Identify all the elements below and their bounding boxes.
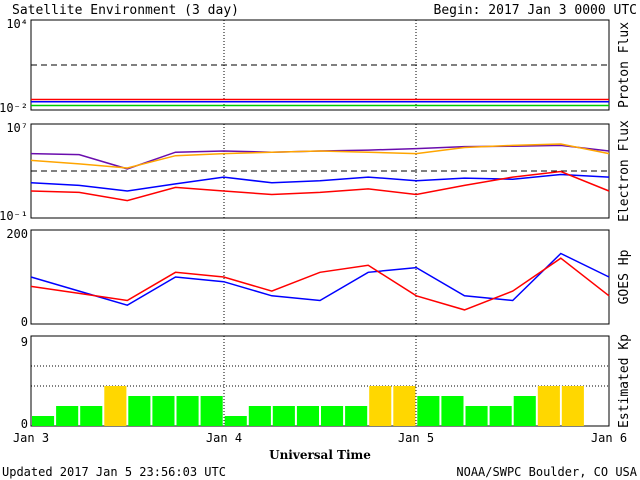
electron-ytick-bottom: 10⁻¹ <box>0 209 28 223</box>
goes-ytick-top: 200 <box>6 227 28 241</box>
updated-timestamp: Updated 2017 Jan 5 23:56:03 UTC <box>2 465 226 479</box>
kp-panel-frame <box>30 335 610 427</box>
goes_hp-series-line-1 <box>30 257 610 311</box>
kp-bar-5 <box>152 396 175 426</box>
kp-bar-15 <box>393 386 416 426</box>
electron-ytick-top: 10⁷ <box>6 121 28 135</box>
kp-bars-group <box>32 386 584 426</box>
kp-bar-0 <box>32 416 55 426</box>
kp-bar-9 <box>248 406 271 426</box>
proton-series-group <box>31 98 609 107</box>
kp-ytick-bottom: 0 <box>21 417 28 431</box>
electron-series-line-3 <box>30 170 610 202</box>
x-axis-title: Universal Time <box>269 448 371 462</box>
kp-bar-2 <box>80 406 103 426</box>
goes-series-group <box>30 252 610 311</box>
kp-bar-6 <box>176 396 199 426</box>
kp-bar-1 <box>56 406 79 426</box>
goes-hp-panel-frame <box>30 229 610 325</box>
electron-series-line-1 <box>30 143 610 169</box>
kp-bar-22 <box>561 386 584 426</box>
kp-bar-13 <box>345 406 368 426</box>
kp-ylabel: Estimated Kp <box>617 334 632 428</box>
kp-bar-4 <box>128 396 151 426</box>
xtick-jan4: Jan 4 <box>206 431 242 445</box>
kp-bar-12 <box>321 406 344 426</box>
kp-bar-19 <box>489 406 512 426</box>
kp-bar-14 <box>369 386 392 426</box>
begin-time: Begin: 2017 Jan 3 0000 UTC <box>434 3 638 18</box>
kp-bar-7 <box>200 396 223 426</box>
electron-ylabel: Electron Flux <box>617 120 632 222</box>
kp-bar-3 <box>104 386 127 426</box>
kp-bar-20 <box>513 396 536 426</box>
electron-series-line-0 <box>30 144 610 170</box>
goes-ylabel: GOES Hp <box>617 249 632 304</box>
kp-bar-8 <box>224 416 247 426</box>
goes_hp-series-line-0 <box>30 252 610 307</box>
kp-bar-10 <box>272 406 295 426</box>
kp-bar-21 <box>537 386 560 426</box>
proton-ytick-top: 10⁴ <box>6 17 28 31</box>
kp-bar-17 <box>441 396 464 426</box>
goes-ytick-bottom: 0 <box>21 315 28 329</box>
credit-text: NOAA/SWPC Boulder, CO USA <box>456 465 637 479</box>
proton-ylabel: Proton Flux <box>617 22 632 108</box>
xtick-jan3: Jan 3 <box>13 431 49 445</box>
kp-bar-18 <box>465 406 488 426</box>
electron-series-group <box>30 143 610 202</box>
xtick-jan5: Jan 5 <box>398 431 434 445</box>
kp-bar-11 <box>296 406 319 426</box>
chart-title: Satellite Environment (3 day) <box>12 3 239 18</box>
kp-grid <box>31 365 609 387</box>
day-separators <box>223 20 417 426</box>
kp-bar-16 <box>417 396 440 426</box>
kp-ytick-top: 9 <box>21 335 28 349</box>
xtick-jan6: Jan 6 <box>591 431 627 445</box>
electron-series-line-2 <box>30 173 610 192</box>
proton-ytick-bottom: 10⁻² <box>0 101 28 115</box>
